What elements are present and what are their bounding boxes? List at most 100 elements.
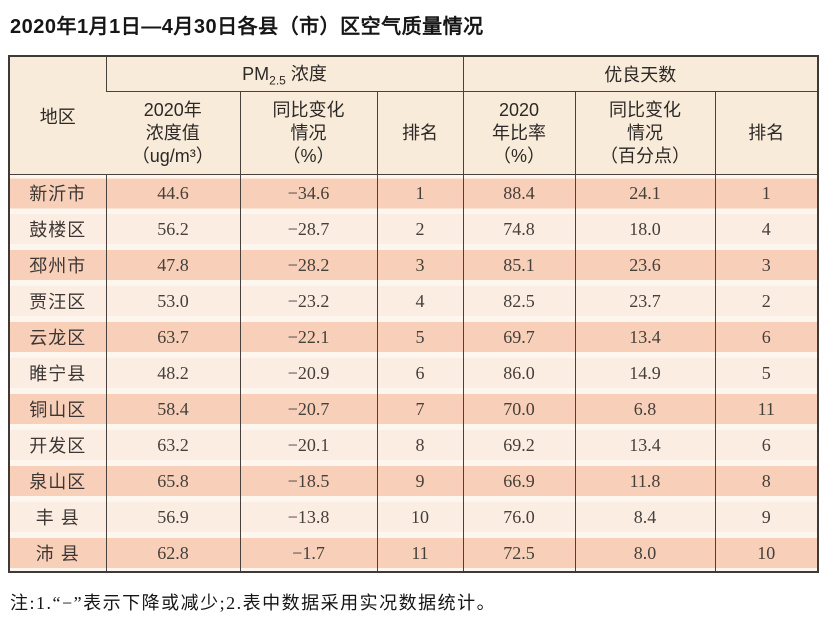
good-change-cell: 11.8	[574, 463, 716, 499]
good-rank-cell: 4	[714, 211, 819, 247]
pm-rank-cell: 9	[376, 463, 464, 499]
good-ratio-cell: 82.5	[462, 283, 576, 319]
table-row: 云龙区 63.7 −22.1 5 69.7 13.4 6	[9, 319, 819, 355]
good-ratio-cell: 76.0	[462, 499, 576, 535]
pm-rank-cell: 6	[376, 355, 464, 391]
header-group-row: 地区 PM2.5 浓度 优良天数	[9, 56, 819, 175]
pm-rank-cell: 3	[376, 247, 464, 283]
pm-value-cell: 47.8	[105, 247, 240, 283]
column-header-good-change: 同比变化 情况 （百分点）	[574, 91, 716, 175]
pm-value-cell: 62.8	[105, 535, 240, 572]
pm-rank-cell: 11	[376, 535, 464, 572]
region-name-cell: 新沂市	[9, 174, 106, 211]
pm-change-cell: −13.8	[239, 499, 377, 535]
pm-change-cell: −20.7	[239, 391, 377, 427]
good-rank-cell: 5	[714, 355, 819, 391]
pm-rank-cell: 8	[376, 427, 464, 463]
pm-change-cell: −20.1	[239, 427, 377, 463]
good-change-cell: 6.8	[574, 391, 716, 427]
region-name-cell: 云龙区	[9, 319, 106, 355]
good-rank-cell: 2	[714, 283, 819, 319]
pm-value-cell: 56.9	[105, 499, 240, 535]
table-row: 铜山区 58.4 −20.7 7 70.0 6.8 11	[9, 391, 819, 427]
pm-value-cell: 53.0	[105, 283, 240, 319]
region-name-cell: 丰 县	[9, 499, 106, 535]
region-name-cell: 邳州市	[9, 247, 106, 283]
good-ratio-cell: 70.0	[462, 391, 576, 427]
table-row: 沛 县 62.8 −1.7 11 72.5 8.0 10	[9, 535, 819, 572]
table-row: 睢宁县 48.2 −20.9 6 86.0 14.9 5	[9, 355, 819, 391]
pm-change-cell: −20.9	[239, 355, 377, 391]
pm25-label-prefix: PM	[242, 64, 270, 85]
region-name-cell: 睢宁县	[9, 355, 106, 391]
good-ratio-cell: 69.2	[462, 427, 576, 463]
good-rank-cell: 8	[714, 463, 819, 499]
good-change-cell: 24.1	[574, 174, 716, 211]
pm-change-cell: −28.2	[239, 247, 377, 283]
good-rank-cell: 11	[714, 391, 819, 427]
table-row: 新沂市 44.6 −34.6 1 88.4 24.1 1	[9, 174, 819, 211]
pm-change-cell: −1.7	[239, 535, 377, 572]
pm-rank-cell: 5	[376, 319, 464, 355]
good-change-cell: 23.7	[574, 283, 716, 319]
pm25-label-suffix: 浓度	[285, 64, 327, 85]
good-change-cell: 14.9	[574, 355, 716, 391]
column-group-good-days: 优良天数	[462, 56, 819, 92]
pm-rank-cell: 10	[376, 499, 464, 535]
pm-value-cell: 65.8	[105, 463, 240, 499]
column-group-pm25: PM2.5 浓度	[105, 56, 464, 92]
region-name-cell: 沛 县	[9, 535, 106, 572]
pm-change-cell: −34.6	[239, 174, 377, 211]
pm-change-cell: −28.7	[239, 211, 377, 247]
good-rank-cell: 9	[714, 499, 819, 535]
pm-value-cell: 48.2	[105, 355, 240, 391]
column-header-pm-rank: 排名	[376, 91, 464, 175]
column-header-good-rank: 排名	[714, 91, 819, 175]
pm-rank-cell: 2	[376, 211, 464, 247]
footnote: 注:1.“−”表示下降或减少;2.表中数据采用实况数据统计。	[10, 593, 497, 613]
good-change-cell: 13.4	[574, 319, 716, 355]
good-change-cell: 13.4	[574, 427, 716, 463]
pm-rank-cell: 1	[376, 174, 464, 211]
good-ratio-cell: 85.1	[462, 247, 576, 283]
good-ratio-cell: 66.9	[462, 463, 576, 499]
good-rank-cell: 6	[714, 319, 819, 355]
table-row: 贾汪区 53.0 −23.2 4 82.5 23.7 2	[9, 283, 819, 319]
header-sub-row: 2020年 浓度值 （ug/m³） 同比变化 情况 （%） 排名 2020 年比…	[9, 91, 819, 175]
pm-value-cell: 63.2	[105, 427, 240, 463]
table-row: 邳州市 47.8 −28.2 3 85.1 23.6 3	[9, 247, 819, 283]
pm-value-cell: 63.7	[105, 319, 240, 355]
pm-value-cell: 58.4	[105, 391, 240, 427]
region-name-cell: 铜山区	[9, 391, 106, 427]
column-header-pm-change: 同比变化 情况 （%）	[239, 91, 377, 175]
good-change-cell: 8.4	[574, 499, 716, 535]
region-name-cell: 泉山区	[9, 463, 106, 499]
pm25-subscript: 2.5	[269, 73, 286, 88]
column-header-region: 地区	[9, 56, 106, 175]
table-body: 新沂市 44.6 −34.6 1 88.4 24.1 1 鼓楼区 56.2 −2…	[9, 174, 819, 572]
pm-rank-cell: 7	[376, 391, 464, 427]
good-ratio-cell: 86.0	[462, 355, 576, 391]
pm-change-cell: −23.2	[239, 283, 377, 319]
column-header-pm-value: 2020年 浓度值 （ug/m³）	[106, 91, 240, 175]
good-rank-cell: 3	[714, 247, 819, 283]
pm-value-cell: 56.2	[105, 211, 240, 247]
pm-change-cell: −22.1	[239, 319, 377, 355]
good-ratio-cell: 69.7	[462, 319, 576, 355]
good-rank-cell: 1	[714, 174, 819, 211]
table-row: 丰 县 56.9 −13.8 10 76.0 8.4 9	[9, 499, 819, 535]
table-row: 开发区 63.2 −20.1 8 69.2 13.4 6	[9, 427, 819, 463]
pm-value-cell: 44.6	[105, 174, 240, 211]
good-rank-cell: 10	[714, 535, 819, 572]
good-ratio-cell: 88.4	[462, 174, 576, 211]
air-quality-table: 地区 PM2.5 浓度 优良天数 2020年 浓度值 （ug/m³） 同比变化 …	[8, 55, 820, 573]
region-name-cell: 贾汪区	[9, 283, 106, 319]
table-header: 地区 PM2.5 浓度 优良天数 2020年 浓度值 （ug/m³） 同比变化 …	[9, 56, 819, 175]
table-row: 鼓楼区 56.2 −28.7 2 74.8 18.0 4	[9, 211, 819, 247]
good-ratio-cell: 74.8	[462, 211, 576, 247]
page-title: 2020年1月1日—4月30日各县（市）区空气质量情况	[10, 16, 484, 38]
pm-change-cell: −18.5	[239, 463, 377, 499]
region-name-cell: 鼓楼区	[9, 211, 106, 247]
region-name-cell: 开发区	[9, 427, 106, 463]
